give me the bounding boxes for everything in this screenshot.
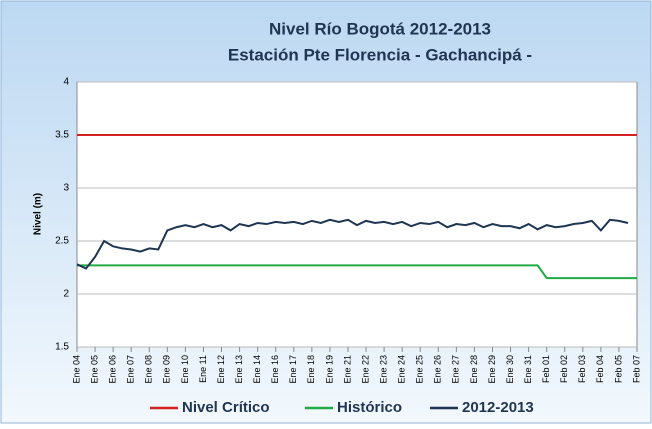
legend-label: 2012-2013 xyxy=(462,399,534,416)
x-tick-label: Ene 04 xyxy=(71,355,81,384)
x-tick-label: Ene 28 xyxy=(469,355,479,384)
chart-title: Nivel Río Bogotá 2012-2013 xyxy=(269,19,491,38)
x-tick-label: Ene 12 xyxy=(216,355,226,384)
x-tick-label: Ene 30 xyxy=(505,355,515,384)
x-tick-label: Ene 14 xyxy=(252,355,262,384)
x-tick-label: Ene 31 xyxy=(523,355,533,384)
x-tick-label: Ene 09 xyxy=(162,355,172,384)
y-tick-label: 2 xyxy=(63,289,69,300)
x-tick-label: Ene 27 xyxy=(451,355,461,384)
y-tick-label: 3.5 xyxy=(55,130,69,141)
x-tick-label: Ene 16 xyxy=(270,355,280,384)
y-tick-label: 1.5 xyxy=(55,342,69,353)
x-tick-label: Ene 23 xyxy=(378,355,388,384)
x-tick-label: Ene 08 xyxy=(144,355,154,384)
x-tick-label: Feb 05 xyxy=(613,355,623,383)
x-tick-label: Ene 10 xyxy=(180,355,190,384)
x-tick-label: Ene 06 xyxy=(108,355,118,384)
x-tick-label: Feb 07 xyxy=(631,355,641,383)
x-tick-label: Ene 21 xyxy=(342,355,352,384)
x-tick-label: Feb 04 xyxy=(595,355,605,383)
x-tick-label: Feb 02 xyxy=(559,355,569,383)
y-tick-label: 4 xyxy=(63,77,69,88)
x-tick-label: Ene 29 xyxy=(487,355,497,384)
y-axis-label: Nivel (m) xyxy=(33,193,44,235)
x-tick-label: Ene 11 xyxy=(198,355,208,383)
x-tick-label: Ene 05 xyxy=(89,355,99,384)
x-tick-label: Ene 17 xyxy=(288,355,298,384)
legend-label: Histórico xyxy=(337,399,402,416)
y-tick-label: 3 xyxy=(63,183,69,194)
x-tick-label: Ene 19 xyxy=(324,355,334,384)
series-line xyxy=(76,218,629,270)
x-tick-label: Ene 07 xyxy=(126,355,136,384)
x-tick-label: Ene 26 xyxy=(433,355,443,384)
series-line xyxy=(77,264,637,280)
plot-area xyxy=(76,81,638,348)
x-tick-label: Feb 03 xyxy=(577,355,587,383)
y-tick-label: 2.5 xyxy=(55,236,69,247)
x-tick-label: Ene 24 xyxy=(397,355,407,384)
chart-subtitle: Estación Pte Florencia - Gachancipá - xyxy=(228,45,532,64)
x-tick-label: Ene 22 xyxy=(360,355,370,384)
x-tick-label: Ene 25 xyxy=(415,355,425,384)
legend-label: Nivel Crítico xyxy=(182,399,270,416)
x-tick-label: Ene 18 xyxy=(306,355,316,384)
x-tick-label: Ene 13 xyxy=(234,355,244,384)
x-tick-label: Feb 01 xyxy=(541,355,551,383)
